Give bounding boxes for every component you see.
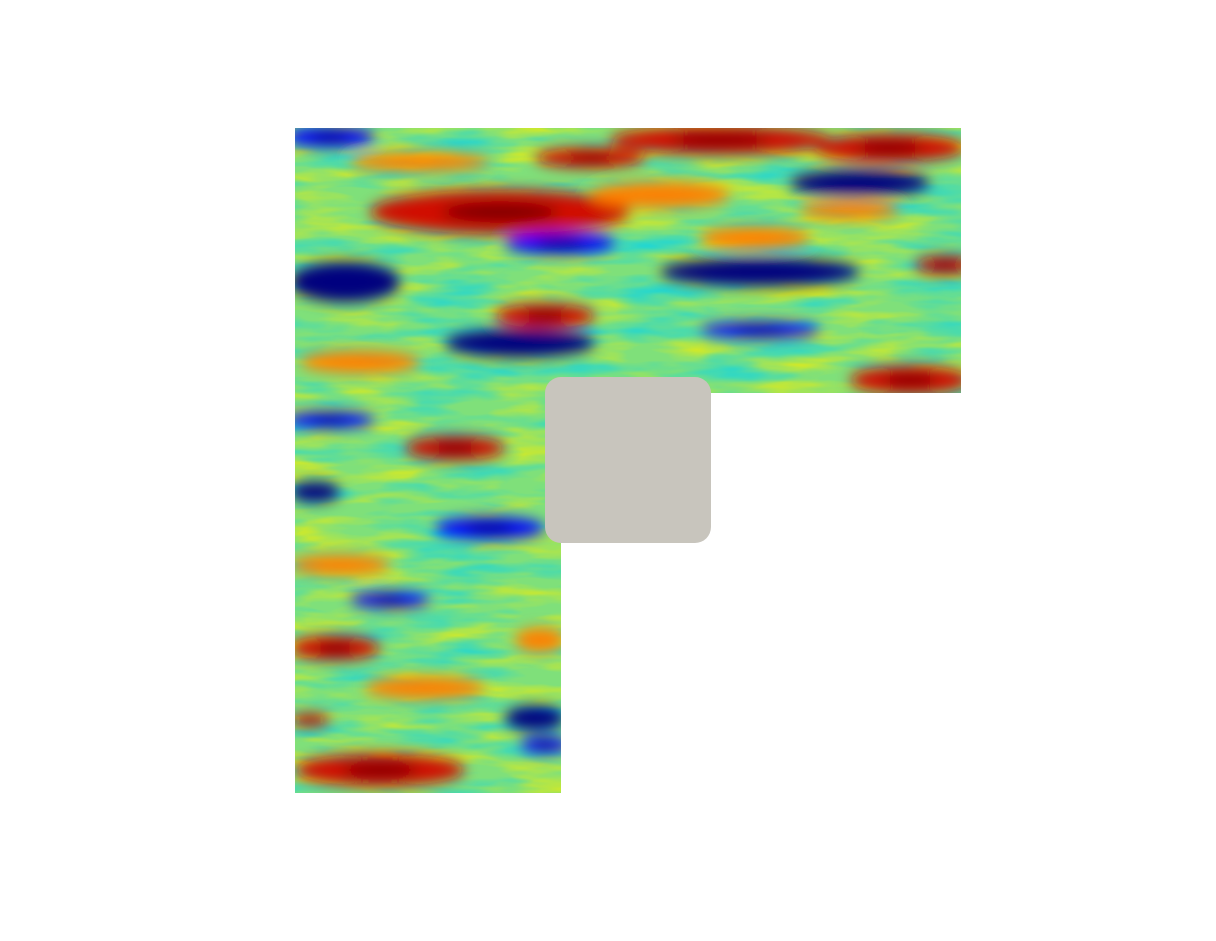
field-blob-core [522,310,568,322]
field-blob [515,628,565,652]
field-blob-core [309,132,351,142]
field-blob-core [856,141,924,155]
field-blob [295,555,390,575]
field-blob [365,677,485,699]
field-blob-core [341,762,419,778]
field-blob [295,262,400,302]
field-blob-core [432,442,478,454]
field-blob-core [931,260,959,270]
field-blob-core [309,416,351,424]
field-blobs [295,128,961,786]
field-blob-core [670,133,770,147]
field-blob-core [465,523,515,533]
field-blob [590,182,730,208]
field-blob-core [301,717,319,723]
field-blob-core [883,373,937,387]
field-blob [660,258,860,286]
field-blob [700,227,810,249]
field-blob-core [314,642,356,654]
field-blob-core [372,596,408,604]
field-blob [350,153,490,171]
field-blob [790,170,930,196]
field-blob [800,201,900,219]
field-blob-core [565,153,615,163]
field-blob-core [533,741,557,749]
field-blob [295,482,340,502]
field-blob-core [733,326,787,334]
field-blob-core [441,202,559,222]
field-blob [300,351,420,373]
field-blob [505,706,565,730]
field-blob-core [535,238,585,248]
field-blob [445,329,595,357]
square-inclusion [545,377,711,543]
